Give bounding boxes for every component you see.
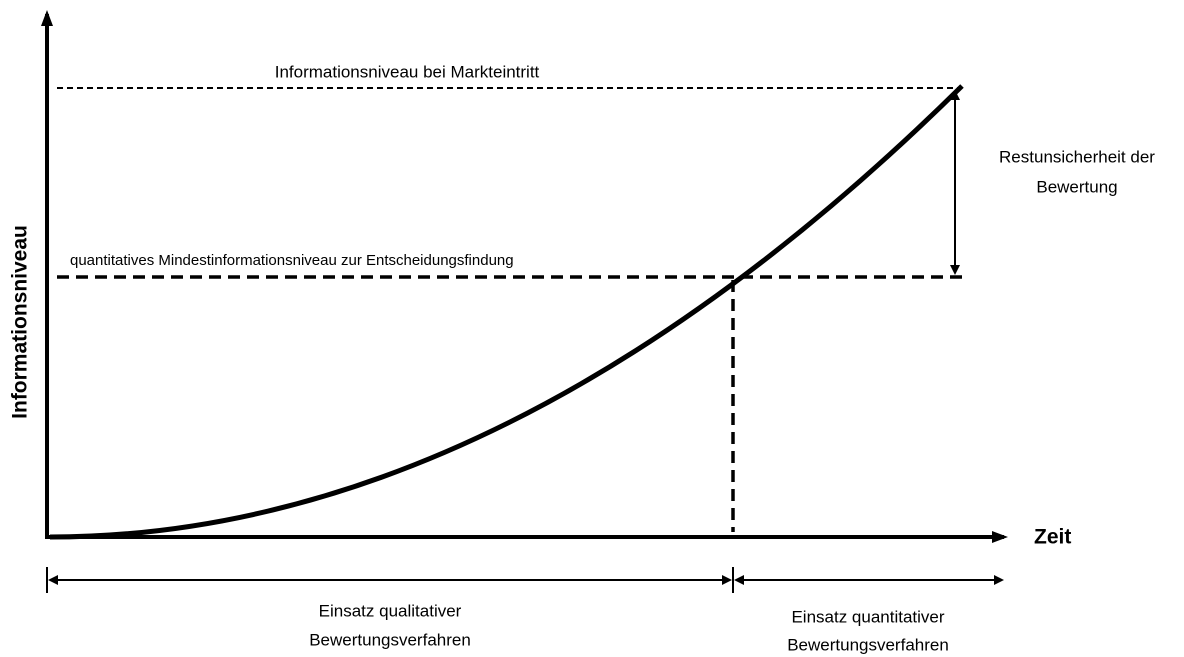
phase-label: Bewertungsverfahren (787, 635, 949, 654)
phase-label: Bewertungsverfahren (309, 630, 471, 649)
phase-label: Einsatz qualitativer (319, 601, 462, 620)
information-curve (49, 84, 964, 540)
x-axis-label: Zeit (1034, 526, 1071, 549)
uncertainty-label: Restunsicherheit der (999, 147, 1155, 166)
min-level-label: quantitatives Mindestinformationsniveau … (70, 252, 514, 269)
y-axis-label: Informationsniveau (9, 225, 32, 419)
top-level-label: Informationsniveau bei Markteintritt (275, 62, 540, 81)
phase-label: Einsatz quantitativer (791, 607, 944, 626)
uncertainty-label: Bewertung (1036, 177, 1117, 196)
